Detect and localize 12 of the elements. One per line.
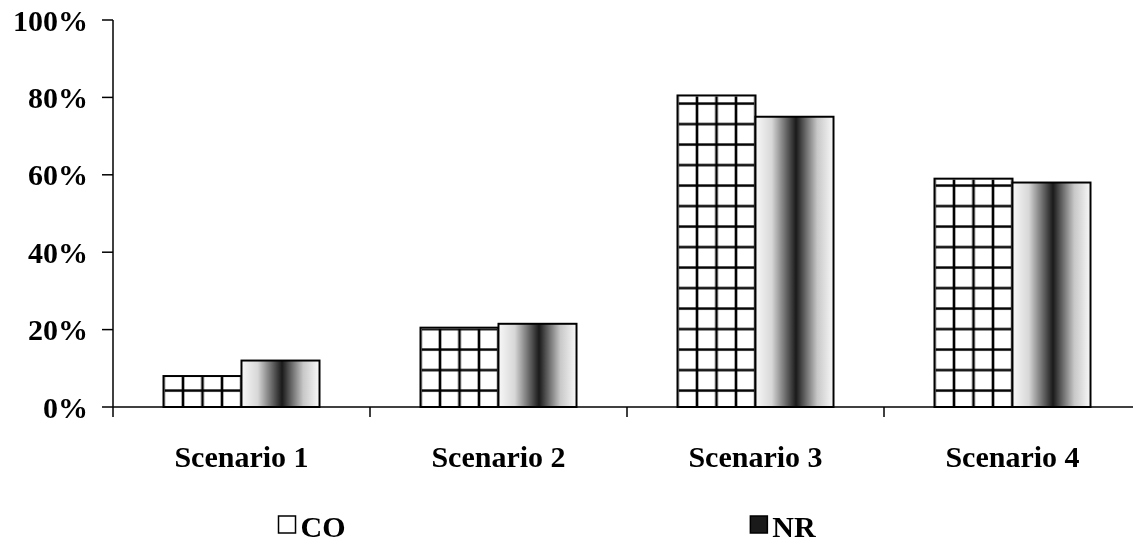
legend-label: CO bbox=[300, 510, 346, 542]
y-tick-label: 100% bbox=[13, 3, 88, 37]
x-tick-label: Scenario 4 bbox=[945, 440, 1080, 473]
y-tick-label: 80% bbox=[28, 80, 88, 114]
y-tick-label: 20% bbox=[28, 313, 88, 347]
x-tick-label: Scenario 3 bbox=[688, 440, 823, 473]
y-tick-label: 60% bbox=[28, 158, 88, 192]
y-tick-label: 0% bbox=[43, 390, 88, 424]
x-tick-label: Scenario 2 bbox=[431, 440, 566, 473]
legend-label: NR bbox=[772, 510, 817, 542]
y-tick-label: 40% bbox=[28, 235, 88, 269]
x-tick-label: Scenario 1 bbox=[174, 440, 309, 473]
